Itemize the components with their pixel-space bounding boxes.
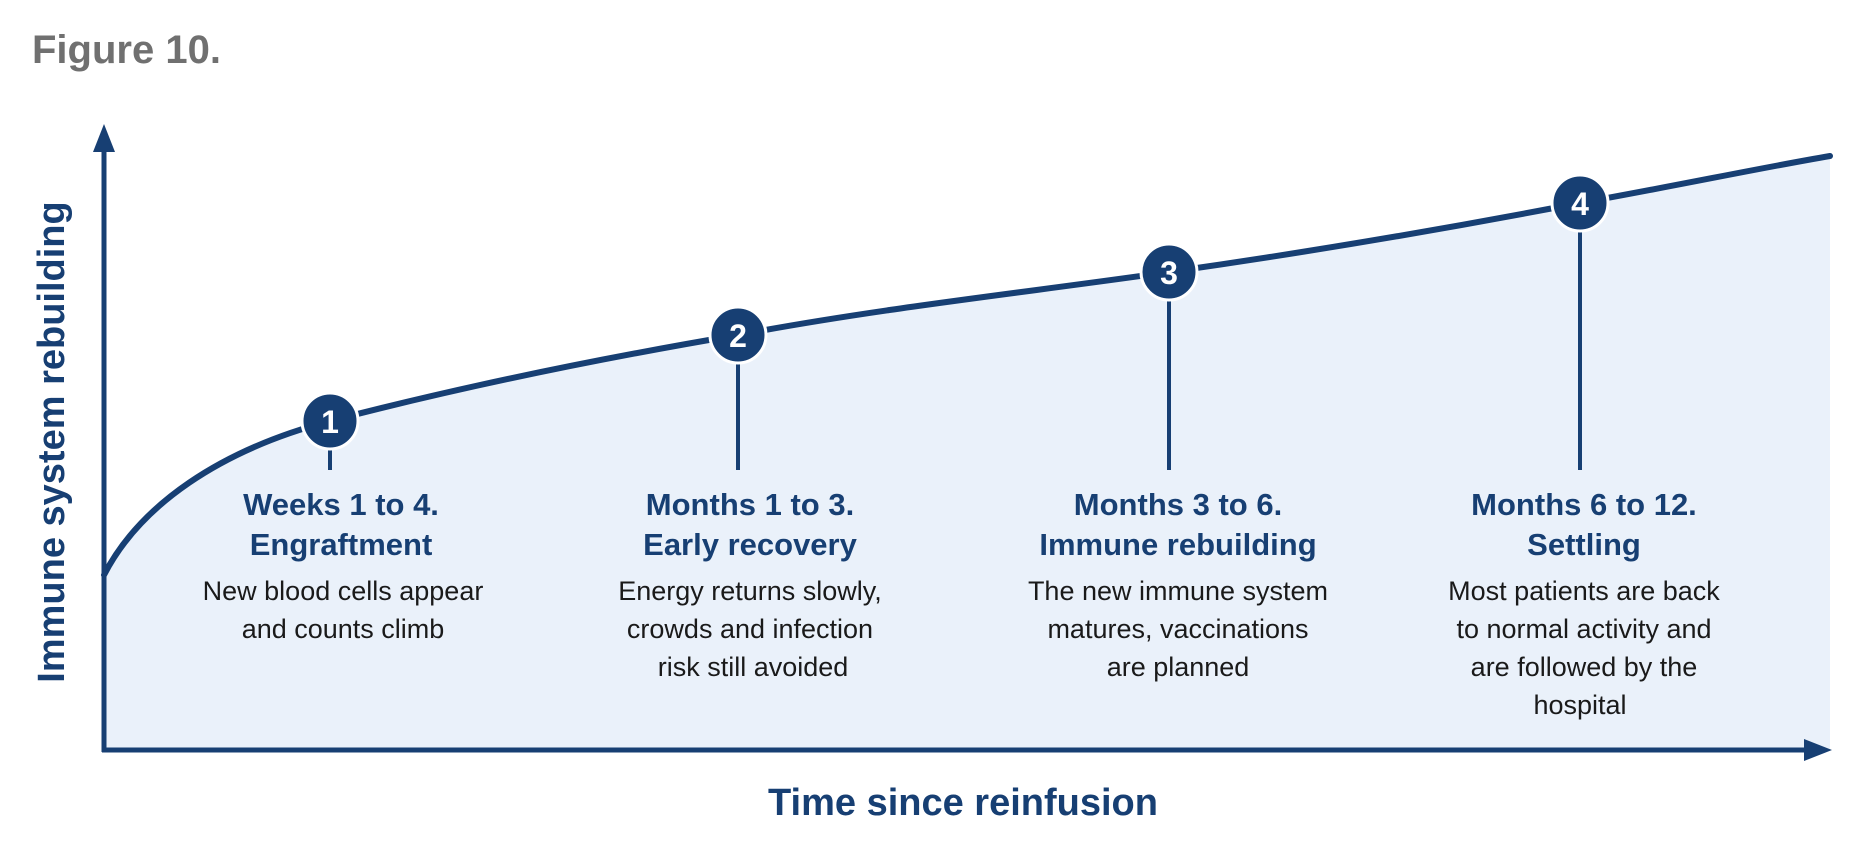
stage-description-line: The new immune system bbox=[1028, 576, 1328, 606]
stage-description-line: Most patients are back bbox=[1448, 576, 1720, 606]
stage-description-line: Energy returns slowly, bbox=[618, 576, 882, 606]
stage-heading: Weeks 1 to 4. bbox=[243, 487, 439, 522]
stage-description-line: are planned bbox=[1107, 652, 1250, 682]
stage-number: 2 bbox=[729, 318, 747, 354]
stage-group: 4 Months 6 to 12. Settling Most patients… bbox=[1448, 173, 1720, 720]
stage-heading: Months 3 to 6. bbox=[1074, 487, 1282, 522]
stage-subheading: Settling bbox=[1527, 527, 1641, 562]
stage-marker bbox=[300, 391, 360, 451]
stage-marker bbox=[1550, 173, 1610, 233]
stage-description-line: crowds and infection bbox=[627, 614, 873, 644]
x-axis-arrowhead bbox=[1804, 739, 1832, 761]
stage-marker bbox=[708, 305, 768, 365]
stage-description-line: New blood cells appear bbox=[203, 576, 484, 606]
stage-marker bbox=[1139, 242, 1199, 302]
x-axis-label: Time since reinfusion bbox=[768, 782, 1158, 824]
stage-heading: Months 1 to 3. bbox=[646, 487, 854, 522]
stage-description-line: risk still avoided bbox=[658, 652, 849, 682]
stage-group: 2 Months 1 to 3. Early recovery Energy r… bbox=[618, 305, 882, 682]
y-axis-label: Immune system rebuilding bbox=[31, 201, 73, 682]
stage-heading: Months 6 to 12. bbox=[1471, 487, 1697, 522]
stage-description-line: to normal activity and bbox=[1456, 614, 1711, 644]
stage-group: 3 Months 3 to 6. Immune rebuilding The n… bbox=[1028, 242, 1328, 682]
stage-number: 3 bbox=[1160, 255, 1178, 291]
stage-description-line: hospital bbox=[1533, 690, 1626, 720]
stage-number: 1 bbox=[321, 404, 339, 440]
stage-subheading: Immune rebuilding bbox=[1039, 527, 1316, 562]
stage-description-line: matures, vaccinations bbox=[1047, 614, 1308, 644]
y-axis-arrowhead bbox=[93, 124, 115, 152]
stage-description-line: and counts climb bbox=[242, 614, 445, 644]
recovery-area-fill bbox=[104, 156, 1830, 750]
figure-label: Figure 10. bbox=[32, 28, 221, 72]
stage-group: 1 Weeks 1 to 4. Engraftment New blood ce… bbox=[203, 391, 484, 644]
stage-description-line: are followed by the bbox=[1471, 652, 1698, 682]
stage-subheading: Early recovery bbox=[643, 527, 857, 562]
stage-subheading: Engraftment bbox=[250, 527, 433, 562]
stage-number: 4 bbox=[1571, 186, 1589, 222]
